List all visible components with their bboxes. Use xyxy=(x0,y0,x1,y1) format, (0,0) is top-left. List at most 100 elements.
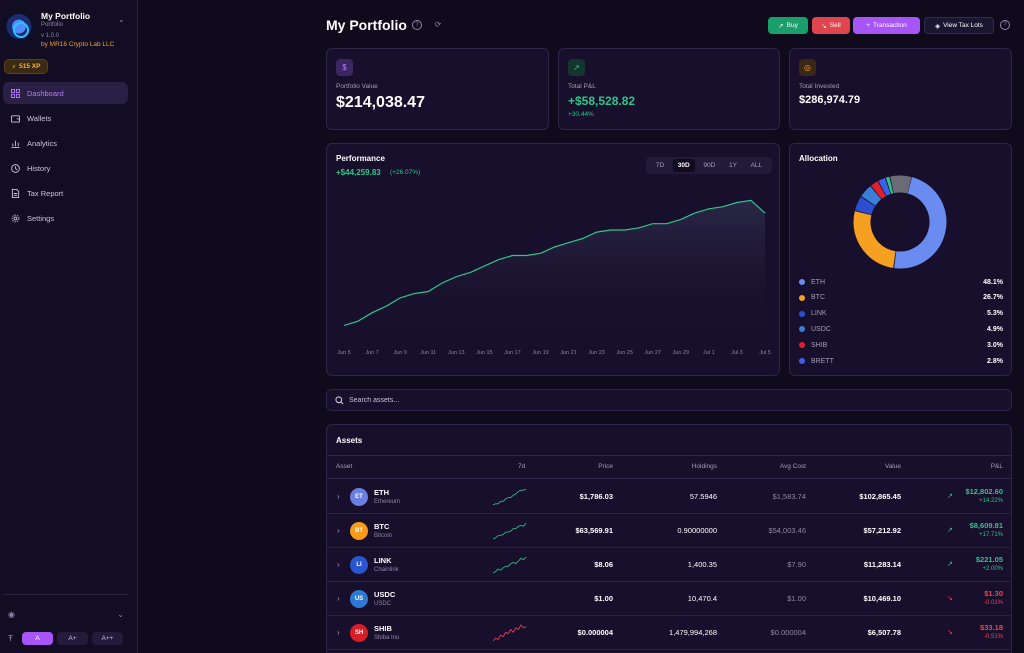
column-header-value[interactable]: Value xyxy=(884,463,901,470)
sidebar-item-label: Dashboard xyxy=(27,88,64,98)
sparkline-path xyxy=(493,488,527,506)
expand-chevron-icon[interactable]: › xyxy=(337,594,340,603)
x-tick-label: Jun 7 xyxy=(365,350,379,356)
dollar-icon: $ xyxy=(336,59,353,76)
stat-value: $214,038.47 xyxy=(336,94,425,111)
app-version: v 1.0.0 xyxy=(41,33,60,39)
stat-value: $286,974.79 xyxy=(799,94,861,106)
asset-price: $0.000004 xyxy=(577,628,613,637)
theme-selector[interactable]: ◉ ⌄ xyxy=(8,607,124,621)
column-header-avg-cost[interactable]: Avg Cost xyxy=(779,463,806,470)
table-row[interactable]: › ET ETH Ethereum $1,786.03 57.5946 $1,583.74 $… xyxy=(327,480,1011,514)
font-size-large-button[interactable]: A+ xyxy=(57,631,88,645)
asset-value: $6,507.78 xyxy=(867,628,901,637)
asset-value: $11,283.14 xyxy=(863,560,901,569)
wallet-icon xyxy=(11,114,20,123)
asset-symbol: LINK xyxy=(374,556,392,565)
expand-chevron-icon[interactable]: › xyxy=(337,492,340,501)
legend-swatch xyxy=(799,310,805,317)
font-size-normal-button[interactable]: A xyxy=(22,631,53,645)
asset-name: USDC xyxy=(374,601,392,607)
performance-change: +$44,259.83 xyxy=(336,168,381,177)
column-header-7d: 7d xyxy=(518,463,526,470)
expand-chevron-icon[interactable]: › xyxy=(337,628,340,637)
range-90d[interactable]: 90D xyxy=(703,162,716,169)
settings-icon xyxy=(11,214,20,222)
sidebar-nav: Dashboard Wallets Analytics History Tax … xyxy=(3,82,128,232)
font-size-selector: Ŧ A A+ A++ xyxy=(8,631,124,645)
chevron-down-icon[interactable]: ⌄ xyxy=(118,15,125,24)
sidebar-item-wallets[interactable]: Wallets xyxy=(3,107,128,129)
sell-button[interactable]: ↘ Sell xyxy=(812,17,850,34)
chevron-down-icon[interactable]: ⌄ xyxy=(117,609,124,619)
range-all[interactable]: ALL xyxy=(750,162,763,169)
legend-swatch xyxy=(799,294,805,301)
table-row[interactable]: › US USDC USDC $1.00 10,470.4 $1.00 $10,469.10 ↘… xyxy=(327,582,1011,616)
range-selector: 7D 30D 90D 1Y ALL xyxy=(646,157,772,174)
stat-value: +$58,528.82 xyxy=(568,94,636,108)
total-pnl-card: ↗ Total P&L +$58,528.82 +30.44% xyxy=(558,48,780,130)
asset-search-bar[interactable] xyxy=(326,389,1012,411)
sparkline-path xyxy=(493,556,527,574)
total-invested-card: ◎ Total Invested $286,974.79 xyxy=(789,48,1012,130)
sidebar-item-history[interactable]: History xyxy=(3,157,128,179)
tax-lots-label: View Tax Lots xyxy=(943,22,983,29)
xp-badge: ⚡ 515 XP xyxy=(4,59,48,74)
x-tick-label: Jun 25 xyxy=(616,350,633,356)
range-7d[interactable]: 7D xyxy=(655,162,665,169)
expand-chevron-icon[interactable]: › xyxy=(337,560,340,569)
sidebar-item-tax-report[interactable]: Tax Report xyxy=(3,182,128,204)
x-tick-label: Jun 19 xyxy=(532,350,549,356)
legend-label: BTC xyxy=(811,294,825,302)
performance-change-pct: (+26.07%) xyxy=(390,169,421,176)
sidebar-item-settings[interactable]: Settings xyxy=(3,207,128,229)
performance-chart xyxy=(343,199,766,336)
sidebar-item-label: History xyxy=(27,163,51,173)
brand-header[interactable]: My Portfolio Portfolio v 1.0.0 by MR16 C… xyxy=(4,10,134,54)
help-icon[interactable]: ? xyxy=(412,20,422,30)
search-input[interactable] xyxy=(349,396,949,404)
arrow-down-right-icon: ↘ xyxy=(947,595,953,602)
trend-up-icon: ↗ xyxy=(778,22,784,30)
legend-item: LINK 5.3% xyxy=(799,308,1003,320)
table-row[interactable]: › BT BTC Bitcoin $63,569.91 0.90000000 $54,003… xyxy=(327,514,1011,548)
column-header-holdings[interactable]: Holdings xyxy=(691,463,717,470)
asset-avg-cost: $1.00 xyxy=(787,594,806,603)
sidebar-item-label: Tax Report xyxy=(27,188,64,198)
transaction-label: Transaction xyxy=(873,22,907,29)
sparkline-7d xyxy=(493,624,527,642)
help-icon[interactable]: ? xyxy=(1000,20,1010,30)
asset-holdings: 0.90000000 xyxy=(677,526,717,535)
performance-card: Performance +$44,259.83 (+26.07%) 7D 30D… xyxy=(326,143,780,376)
tax-report-icon xyxy=(11,188,20,198)
asset-holdings: 57.5946 xyxy=(689,492,717,501)
legend-value: 26.7% xyxy=(983,294,1003,302)
asset-name: Chainlink xyxy=(374,567,399,573)
expand-chevron-icon[interactable]: › xyxy=(337,526,340,535)
view-tax-lots-button[interactable]: ◈ View Tax Lots xyxy=(924,17,994,34)
asset-value: $102,865.45 xyxy=(859,492,901,501)
portfolio-value-card: $ Portfolio Value $214,038.47 xyxy=(326,48,549,130)
table-row[interactable]: › SH SHIB Shiba Inu $0.000004 1,479,994,268 $0… xyxy=(327,616,1011,650)
stat-label: Total Invested xyxy=(799,83,840,90)
text-size-icon: Ŧ xyxy=(8,633,13,643)
buy-button[interactable]: ↗ Buy xyxy=(768,17,808,34)
column-header-price[interactable]: Price xyxy=(598,463,613,470)
legend-item: BRETT 2.8% xyxy=(799,355,1003,367)
sidebar-item-dashboard[interactable]: Dashboard xyxy=(3,82,128,104)
column-header-asset[interactable]: Asset xyxy=(336,463,353,470)
asset-avg-cost: $1,583.74 xyxy=(772,492,806,501)
asset-badge: LI xyxy=(350,556,368,574)
font-size-xlarge-button[interactable]: A++ xyxy=(92,631,123,645)
column-header-pnl[interactable]: P&L xyxy=(990,463,1003,470)
stat-subvalue: +30.44% xyxy=(568,111,594,118)
coins-icon: ◎ xyxy=(799,59,816,76)
sidebar-item-analytics[interactable]: Analytics xyxy=(3,132,128,154)
refresh-icon[interactable]: ⟳ xyxy=(434,20,442,29)
donut-slice-eth xyxy=(853,175,947,269)
range-30d[interactable]: 30D xyxy=(672,159,695,172)
add-transaction-button[interactable]: + Transaction xyxy=(853,17,920,34)
range-1y[interactable]: 1Y xyxy=(728,162,737,169)
arrow-up-right-icon: ↗ xyxy=(947,527,953,534)
table-row[interactable]: › LI LINK Chainlink $8.06 1,400.35 $7.90 $11,28… xyxy=(327,548,1011,582)
